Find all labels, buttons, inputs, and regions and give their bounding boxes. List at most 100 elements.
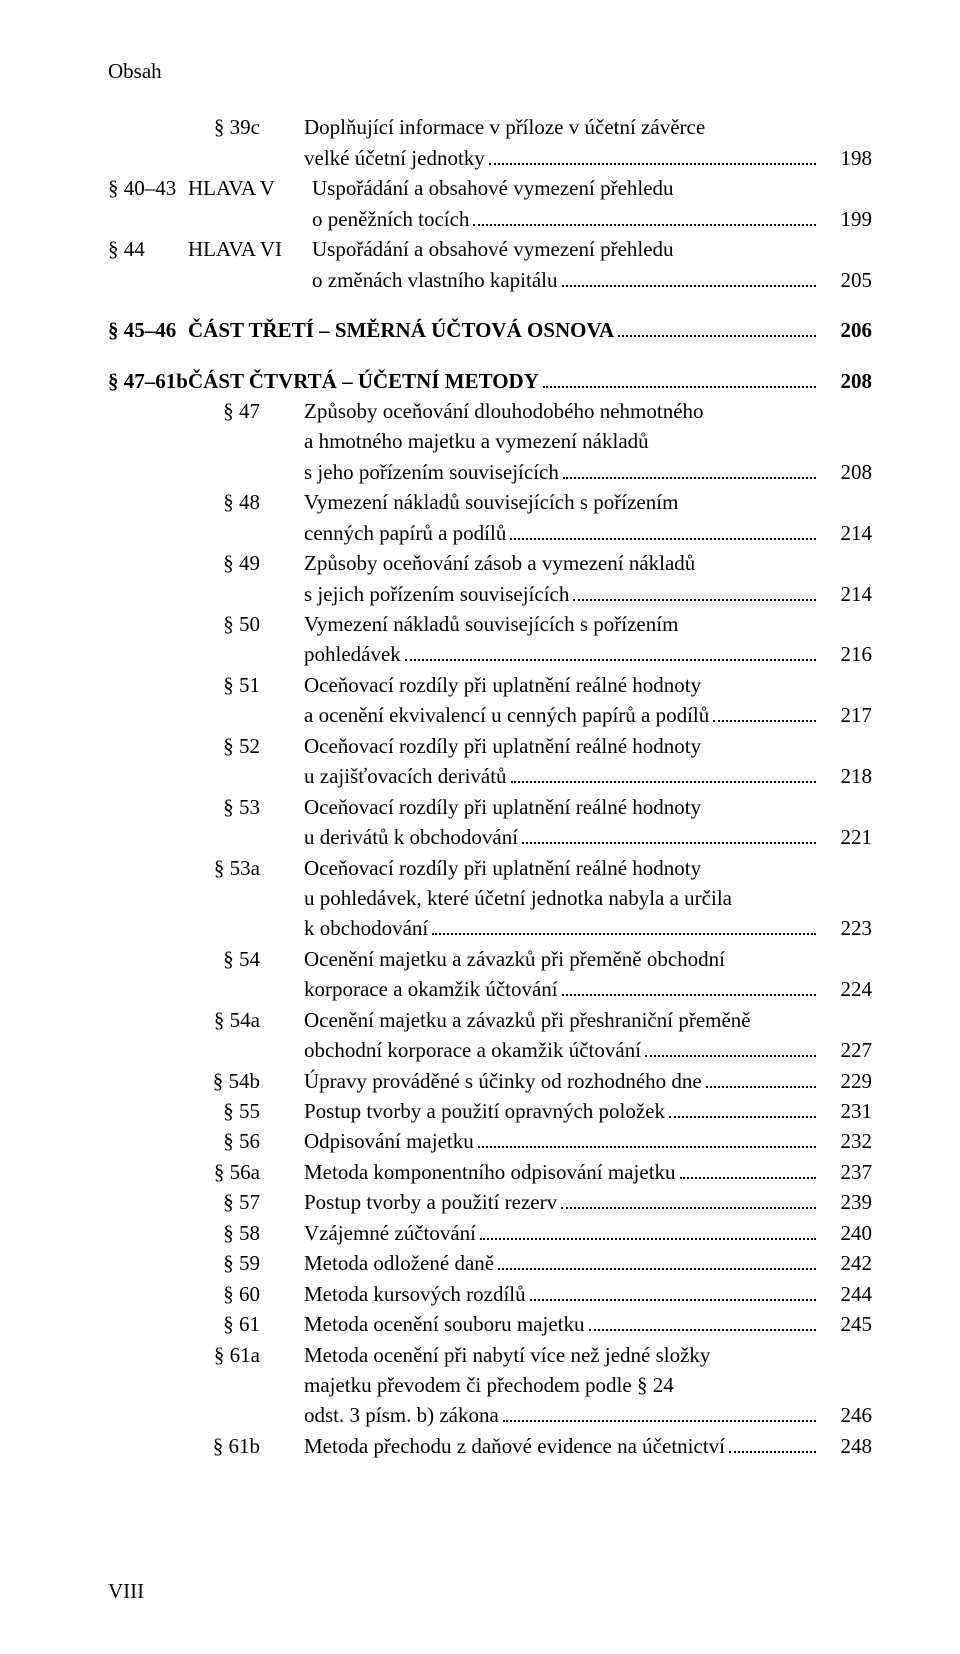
toc-leader-dots [503,1401,816,1422]
toc-ref: § 49 [108,548,304,578]
toc-title-text: ČÁST TŘETÍ – SMĚRNÁ ÚČTOVÁ OSNOVA [188,315,614,345]
toc-title-text: Metoda ocenění při nabytí více než jedné… [304,1340,710,1370]
toc-title-text: Ocenění majetku a závazků při přeshranič… [304,1005,751,1035]
toc-ref: § 47–61b [108,366,188,396]
toc-ref: § 52 [108,731,304,761]
toc-ref: § 44 [108,234,188,264]
toc-title-text: Postup tvorby a použití rezerv [304,1187,557,1217]
toc-entry: § 54aOcenění majetku a závazků při přesh… [108,1005,872,1066]
toc-page: 199 [820,204,872,234]
toc-title-text: ČÁST ČTVRTÁ – ÚČETNÍ METODY [188,366,539,396]
toc-title: Vymezení nákladů souvisejících s pořízen… [304,487,872,548]
toc-ref: § 61b [108,1431,304,1461]
toc-entry: § 51Oceňovací rozdíly při uplatnění reál… [108,670,872,731]
toc-title-text: Způsoby oceňování dlouhodobého nehmotnéh… [304,396,704,426]
toc-page: 205 [820,265,872,295]
toc-ref: § 53a [108,853,304,883]
toc-title: Metoda kursových rozdílů244 [304,1279,872,1309]
toc-title-text: a ocenění ekvivalencí u cenných papírů a… [304,700,709,730]
toc-label: HLAVA V [188,173,312,203]
toc-title: Způsoby oceňování zásob a vymezení nákla… [304,548,872,609]
toc-entry: § 45–46ČÁST TŘETÍ – SMĚRNÁ ÚČTOVÁ OSNOVA… [108,315,872,345]
toc-title: Oceňovací rozdíly při uplatnění reálné h… [304,670,872,731]
toc-title-text: Oceňovací rozdíly při uplatnění reálné h… [304,792,701,822]
toc-leader-dots [498,1249,816,1270]
toc-entry: § 58Vzájemné zúčtování240 [108,1218,872,1248]
toc-ref: § 54b [108,1066,304,1096]
toc-leader-dots [618,316,816,337]
toc-leader-dots [563,458,816,479]
toc-title-text: Vymezení nákladů souvisejících s pořízen… [304,487,678,517]
toc-title-text: Oceňovací rozdíly při uplatnění reálné h… [304,731,701,761]
toc-title-text: Úpravy prováděné s účinky od rozhodného … [304,1066,702,1096]
toc-leader-dots [405,641,816,662]
toc-ref: § 48 [108,487,304,517]
toc-entry: § 50Vymezení nákladů souvisejících s poř… [108,609,872,670]
toc-leader-dots [522,823,816,844]
toc-leader-dots [706,1067,816,1088]
toc-page: 198 [820,143,872,173]
toc-entry: § 49Způsoby oceňování zásob a vymezení n… [108,548,872,609]
toc-title: Postup tvorby a použití rezerv239 [304,1187,872,1217]
toc-leader-dots [510,519,816,540]
toc-leader-dots [543,367,816,388]
toc-title: Uspořádání a obsahové vymezení přehleduo… [312,234,872,295]
toc-title: Ocenění majetku a závazků při přeměně ob… [304,944,872,1005]
toc-page: 208 [820,366,872,396]
toc-page: 227 [820,1035,872,1065]
toc-title: Způsoby oceňování dlouhodobého nehmotnéh… [304,396,872,487]
toc-page: 208 [820,457,872,487]
toc-entry: § 56Odpisování majetku232 [108,1126,872,1156]
toc-title-text: Ocenění majetku a závazků při přeměně ob… [304,944,725,974]
toc-leader-dots [561,1188,816,1209]
toc-ref: § 61 [108,1309,304,1339]
toc-page: 245 [820,1309,872,1339]
toc-entry: § 48Vymezení nákladů souvisejících s poř… [108,487,872,548]
toc-title-text: odst. 3 písm. b) zákona [304,1400,499,1430]
page: Obsah § 39cDoplňující informace v příloz… [0,0,960,1654]
toc-page: 237 [820,1157,872,1187]
toc-leader-dots [489,144,816,165]
toc-ref: § 45–46 [108,315,188,345]
toc-entry: § 47Způsoby oceňování dlouhodobého nehmo… [108,396,872,487]
toc-title: Metoda přechodu z daňové evidence na úče… [304,1431,872,1461]
toc-leader-dots [573,580,816,601]
toc-entry: § 39cDoplňující informace v příloze v úč… [108,112,872,173]
toc-entry: § 47–61bČÁST ČTVRTÁ – ÚČETNÍ METODY 208 [108,366,872,396]
toc-title-text: Vymezení nákladů souvisejících s pořízen… [304,609,678,639]
toc-ref: § 61a [108,1340,304,1370]
toc-page: 218 [820,761,872,791]
toc-entry: § 54bÚpravy prováděné s účinky od rozhod… [108,1066,872,1096]
toc-leader-dots [729,1432,816,1453]
toc-title: Oceňovací rozdíly při uplatnění reálné h… [304,792,872,853]
toc-title-text: u pohledávek, které účetní jednotka naby… [304,883,732,913]
toc-title: ČÁST TŘETÍ – SMĚRNÁ ÚČTOVÁ OSNOVA206 [188,315,872,345]
toc-title-text: korporace a okamžik účtování [304,974,558,1004]
toc-title-text: Metoda ocenění souboru majetku [304,1309,585,1339]
toc-ref: § 55 [108,1096,304,1126]
toc-title: Metoda ocenění při nabytí více než jedné… [304,1340,872,1431]
toc-ref: § 60 [108,1279,304,1309]
toc-title: Vzájemné zúčtování240 [304,1218,872,1248]
toc-title-text: Odpisování majetku [304,1126,474,1156]
toc-title: Ocenění majetku a závazků při přeshranič… [304,1005,872,1066]
toc-title: ČÁST ČTVRTÁ – ÚČETNÍ METODY 208 [188,366,872,396]
toc-ref: § 57 [108,1187,304,1217]
toc-title-text: Uspořádání a obsahové vymezení přehledu [312,173,674,203]
toc-entry: § 53Oceňovací rozdíly při uplatnění reál… [108,792,872,853]
toc-page: 214 [820,579,872,609]
toc-title-text: Metoda komponentního odpisování majetku [304,1157,676,1187]
toc-leader-dots [480,1219,816,1240]
toc-leader-dots [589,1310,816,1331]
toc-title: Metoda odložené daně242 [304,1248,872,1278]
toc-entry: § 59Metoda odložené daně242 [108,1248,872,1278]
toc-page: 216 [820,639,872,669]
toc-title-text: obchodní korporace a okamžik účtování [304,1035,641,1065]
toc-page: 246 [820,1400,872,1430]
toc-entry: § 60Metoda kursových rozdílů244 [108,1279,872,1309]
toc-title-text: o změnách vlastního kapitálu [312,265,558,295]
toc-title-text: Metoda kursových rozdílů [304,1279,526,1309]
toc-title-text: majetku převodem či přechodem podle § 24 [304,1370,674,1400]
toc-title: Metoda ocenění souboru majetku 245 [304,1309,872,1339]
toc-title: Metoda komponentního odpisování majetku 2… [304,1157,872,1187]
